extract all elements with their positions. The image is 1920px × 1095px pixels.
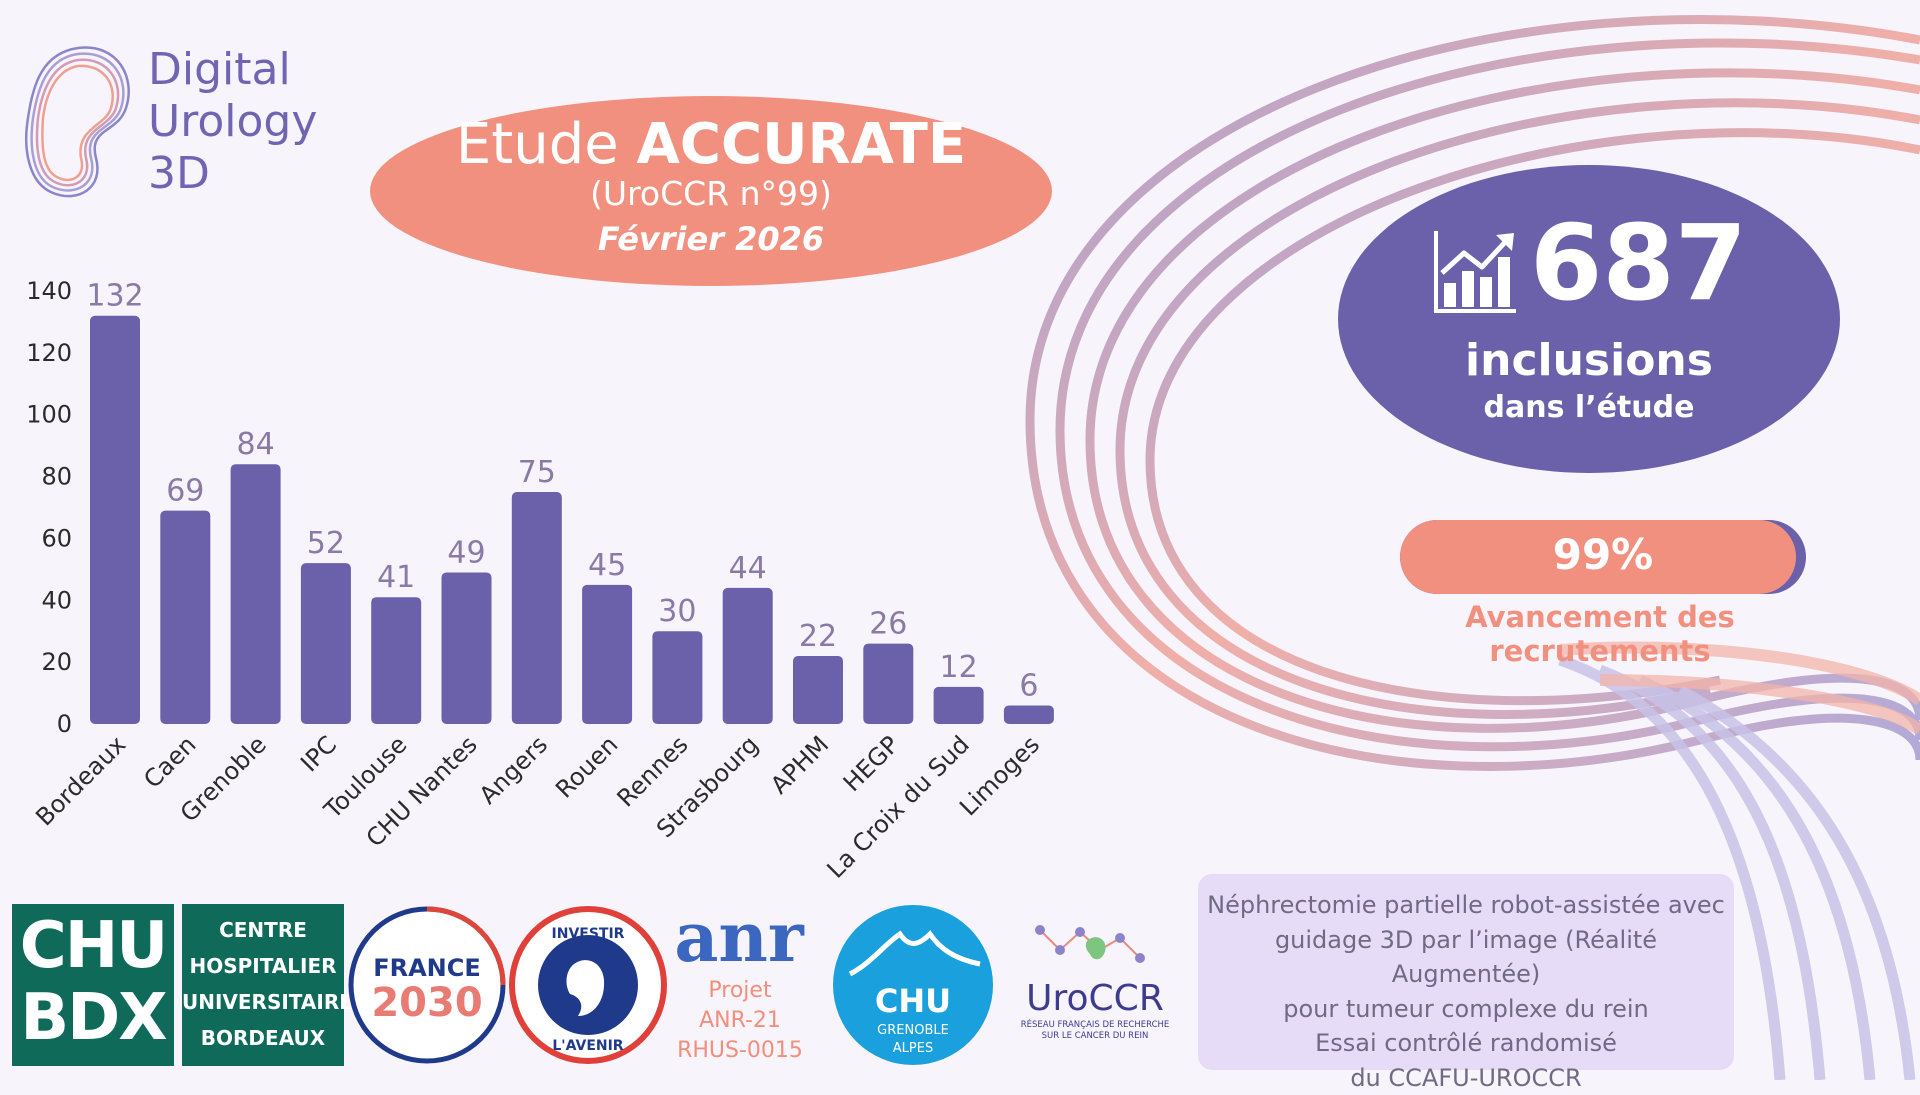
y-tick-label: 120 — [26, 339, 72, 367]
year-word: 2030 — [371, 980, 482, 1026]
investir-avenir-logo: INVESTIR L'AVENIR — [508, 904, 668, 1066]
x-tick-label: IPC — [295, 730, 342, 777]
inclusions-caption: dans l’étude — [1338, 390, 1840, 425]
bar-value-label: 26 — [869, 607, 907, 642]
bar — [512, 492, 562, 724]
bar-value-label: 41 — [377, 560, 415, 595]
title-name: ACCURATE — [637, 112, 967, 177]
y-tick-label: 20 — [41, 648, 72, 676]
description-line-3: pour tumeur complexe du rein — [1198, 992, 1734, 1027]
bar — [442, 572, 492, 724]
description-line-5: du CCAFU-UROCCR — [1198, 1061, 1734, 1095]
bar-value-label: 45 — [588, 548, 626, 583]
y-tick-label: 0 — [57, 710, 72, 738]
bar-value-label: 30 — [658, 594, 696, 629]
progress-caption: Avancement des recrutements — [1360, 600, 1840, 668]
bar — [793, 656, 843, 724]
y-tick-label: 80 — [41, 463, 72, 491]
study-subtitle: (UroCCR n°99) — [370, 174, 1052, 213]
logo-word-3: 3D — [148, 148, 210, 200]
kidney-logo-icon — [18, 38, 138, 208]
chu-grenoble-name: CHU — [875, 982, 951, 1020]
bar-value-label: 12 — [940, 650, 978, 685]
bar-value-label: 69 — [166, 474, 204, 509]
france-word: FRANCE — [373, 954, 481, 982]
uroccr-sub2: SUR LE CANCER DU REIN — [1042, 1031, 1149, 1041]
inclusions-count: 687 — [1530, 203, 1747, 323]
x-tick-label: Caen — [138, 730, 201, 793]
chu-name-line-2: HOSPITALIER — [182, 948, 344, 984]
logo-word-2: Urology — [148, 96, 317, 148]
bar — [723, 588, 773, 724]
description-line-2: guidage 3D par l’image (Réalité Augmenté… — [1198, 923, 1734, 992]
bar — [582, 585, 632, 724]
bar-value-label: 22 — [799, 619, 837, 654]
bar — [371, 597, 421, 724]
bar — [160, 511, 210, 724]
y-tick-label: 140 — [26, 277, 72, 305]
inclusions-unit: inclusions — [1338, 335, 1840, 386]
digital-urology-logo: Digital Urology 3D — [18, 38, 348, 208]
y-tick-label: 100 — [26, 401, 72, 429]
study-date: Février 2026 — [370, 220, 1052, 258]
bar-value-label: 49 — [447, 535, 485, 570]
bar-value-label: 75 — [518, 455, 556, 490]
anr-line-1: Projet — [660, 976, 820, 1006]
bar-value-label: 6 — [1019, 668, 1038, 703]
x-tick-label: Angers — [474, 730, 553, 809]
bar — [90, 316, 140, 724]
france-2030-logo: FRANCE 2030 — [346, 904, 508, 1066]
bar — [301, 563, 351, 724]
chu-grenoble-sub1: GRENOBLE — [877, 1023, 949, 1038]
x-tick-label: Bordeaux — [30, 730, 131, 831]
inclusions-stat-badge: 687 inclusions dans l’étude — [1338, 165, 1840, 473]
description-line-1: Néphrectomie partielle robot-assistée av… — [1198, 888, 1734, 923]
progress-percent: 99% — [1400, 530, 1806, 579]
bar-value-label: 52 — [307, 526, 345, 561]
study-title: Etude ACCURATE — [370, 112, 1052, 177]
chu-name-line-4: BORDEAUX — [182, 1020, 344, 1056]
title-prefix: Etude — [456, 112, 619, 177]
uroccr-sub1: RÉSEAU FRANÇAIS DE RECHERCHE — [1021, 1018, 1170, 1030]
bar — [652, 631, 702, 724]
chu-name-line-1: CENTRE — [182, 912, 344, 948]
study-description: Néphrectomie partielle robot-assistée av… — [1198, 874, 1734, 1070]
avenir-word: L'AVENIR — [552, 1038, 623, 1054]
bar-value-label: 44 — [729, 551, 767, 586]
chu-grenoble-sub2: ALPES — [893, 1041, 933, 1056]
investir-word: INVESTIR — [552, 926, 625, 942]
x-tick-label: APHM — [765, 730, 834, 799]
y-tick-label: 40 — [41, 586, 72, 614]
bar — [231, 464, 281, 724]
logo-word-1: Digital — [148, 44, 291, 96]
bar-value-label: 132 — [86, 279, 143, 314]
description-line-4: Essai contrôlé randomisé — [1198, 1026, 1734, 1061]
anr-wordmark: anr — [664, 900, 814, 976]
bar — [863, 644, 913, 724]
chu-grenoble-logo: CHU GRENOBLE ALPES — [830, 904, 996, 1066]
uroccr-name: UroCCR — [1026, 978, 1164, 1019]
chu-name-line-3: UNIVERSITAIRE — [182, 984, 344, 1020]
anr-logo: anr Projet ANR-21 RHUS-0015 — [660, 900, 820, 1070]
anr-line-3: RHUS-0015 — [660, 1036, 820, 1066]
recruitment-progress-bar: 99% — [1400, 520, 1806, 594]
uroccr-logo: UroCCR RÉSEAU FRANÇAIS DE RECHERCHE SUR … — [1000, 910, 1190, 1060]
chu-bdx-line-1: CHU — [12, 910, 174, 982]
bar-value-label: 84 — [237, 427, 275, 462]
growth-chart-icon — [1430, 227, 1520, 317]
bar — [1004, 705, 1054, 724]
chu-bdx-line-2: BDX — [12, 982, 174, 1054]
study-title-banner: Etude ACCURATE (UroCCR n°99) Février 202… — [370, 96, 1052, 286]
bar — [934, 687, 984, 724]
y-tick-label: 60 — [41, 524, 72, 552]
anr-line-2: ANR-21 — [660, 1006, 820, 1036]
x-tick-label: HEGP — [838, 730, 905, 797]
chu-bordeaux-logo: CHU BDX CENTRE HOSPITALIER UNIVERSITAIRE… — [12, 904, 344, 1066]
